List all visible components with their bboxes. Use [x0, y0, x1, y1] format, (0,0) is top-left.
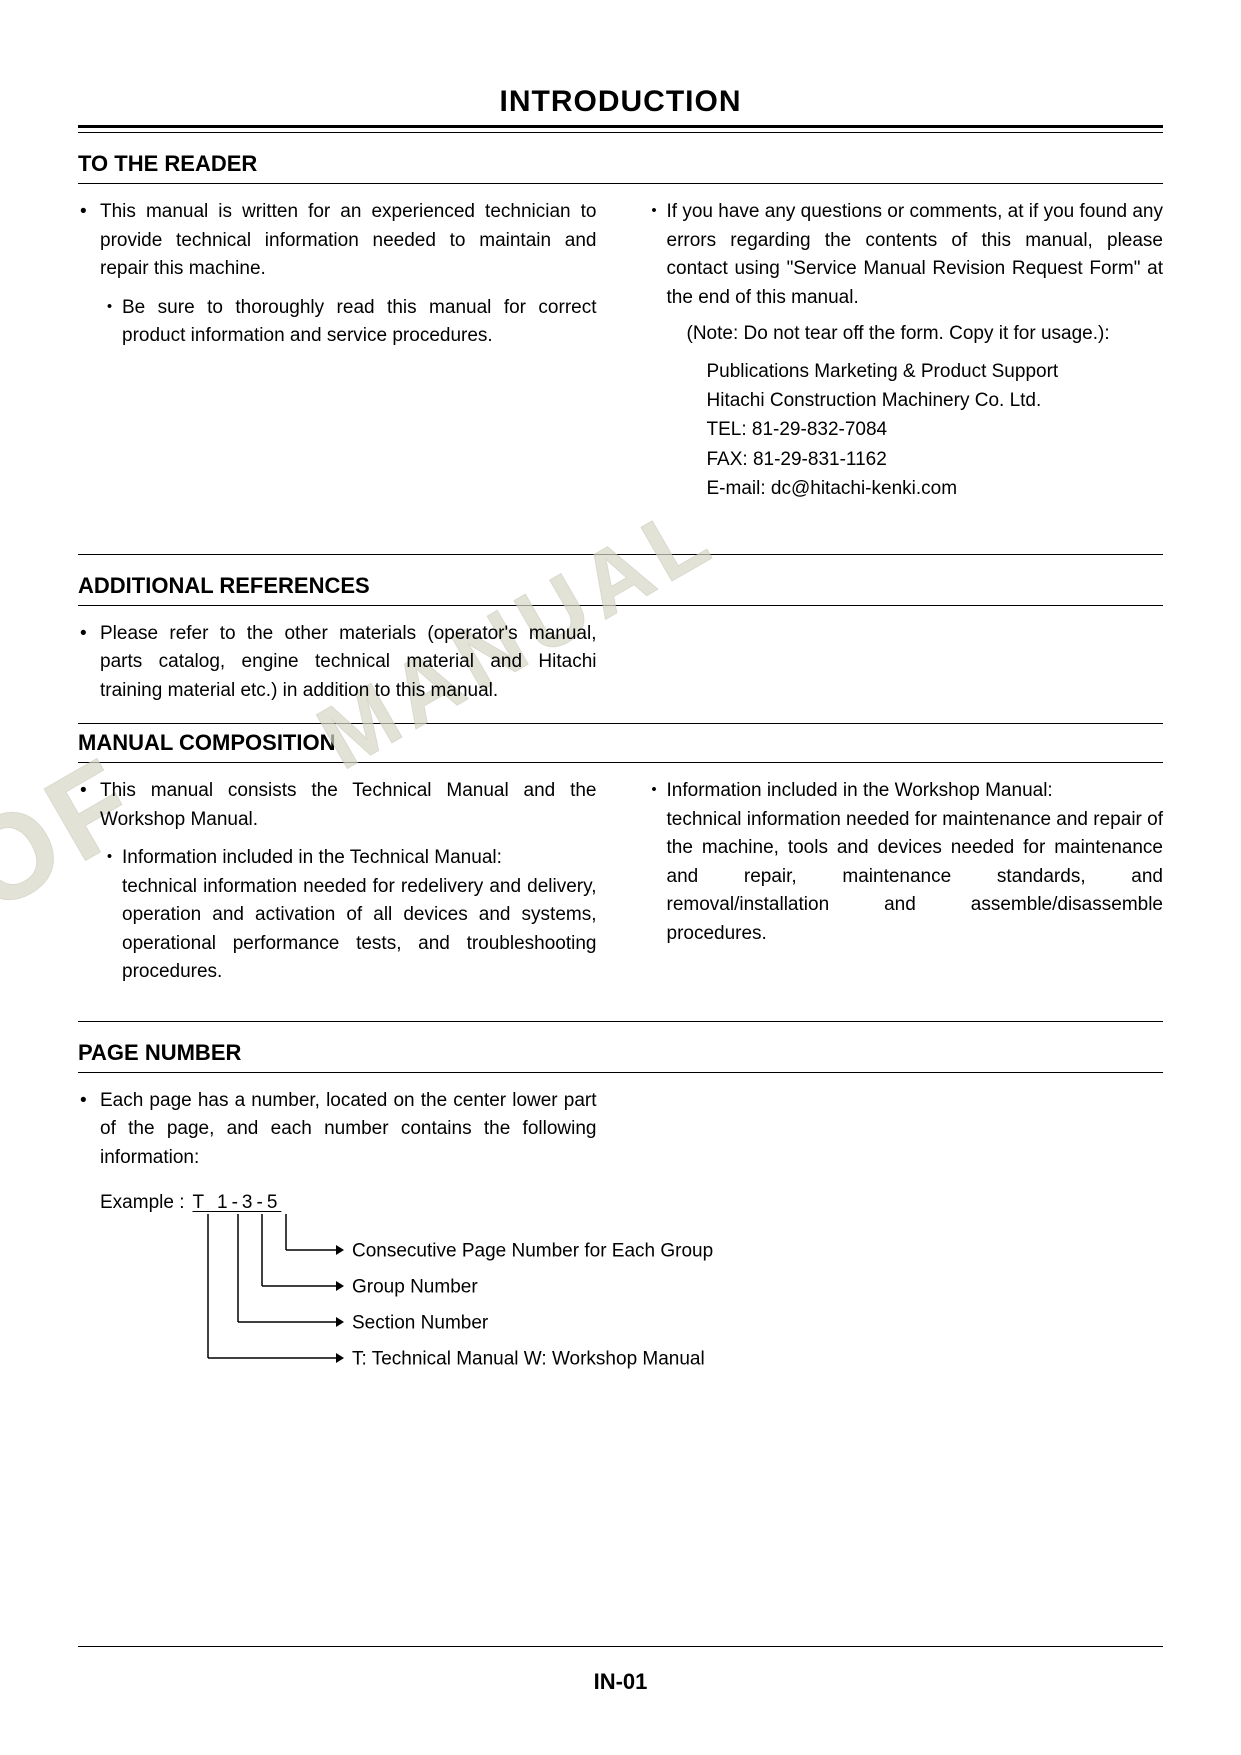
- comp-right: Information included in the Workshop Man…: [645, 777, 1164, 948]
- comp-left-col: This manual consists the Technical Manua…: [78, 777, 597, 987]
- example-label: Example :: [100, 1192, 184, 1214]
- contact-email: E-mail: dc@hitachi-kenki.com: [707, 474, 1164, 503]
- refs-columns: Please refer to the other materials (ope…: [78, 620, 1163, 714]
- contact-org2: Hitachi Construction Machinery Co. Ltd.: [707, 386, 1164, 415]
- heading-page-number: PAGE NUMBER: [78, 1040, 1163, 1073]
- reader-left-sub: Be sure to thoroughly read this manual f…: [78, 294, 597, 351]
- reader-right-bullet: If you have any questions or comments, a…: [645, 198, 1164, 312]
- reader-columns: This manual is written for an experience…: [78, 198, 1163, 504]
- reader-right-col: If you have any questions or comments, a…: [645, 198, 1164, 504]
- comp-left-sub-body: technical information needed for redeliv…: [122, 873, 597, 987]
- title-rule-thick: [78, 125, 1163, 128]
- comp-left-bullet: This manual consists the Technical Manua…: [78, 777, 597, 834]
- reader-left-col: This manual is written for an experience…: [78, 198, 597, 504]
- page-number-diagram: Consecutive Page Number for Each Group Gr…: [198, 1214, 758, 1384]
- contact-block: Publications Marketing & Product Support…: [645, 357, 1164, 504]
- pagenum-columns: Each page has a number, located on the c…: [78, 1087, 1163, 1181]
- pagenum-right-col-empty: [645, 1087, 1164, 1181]
- footer-rule: [78, 1646, 1163, 1647]
- contact-tel: TEL: 81-29-832-7084: [707, 415, 1164, 444]
- refs-right-col-empty: [645, 620, 1164, 714]
- refs-left-col: Please refer to the other materials (ope…: [78, 620, 597, 714]
- page-number: IN-01: [0, 1669, 1241, 1695]
- separator-after-comp: [78, 1021, 1163, 1022]
- example-code: T 1-3-5: [192, 1192, 281, 1214]
- comp-columns: This manual consists the Technical Manua…: [78, 777, 1163, 987]
- page-title-block: INTRODUCTION: [78, 85, 1163, 119]
- diagram-label: T: Technical Manual W: Workshop Manual: [352, 1349, 705, 1370]
- reader-right-note: (Note: Do not tear off the form. Copy it…: [645, 320, 1164, 349]
- separator-after-refs: [78, 723, 1163, 724]
- contact-fax: FAX: 81-29-831-1162: [707, 445, 1164, 474]
- comp-right-title: Information included in the Workshop Man…: [667, 780, 1053, 801]
- title-rule-thin: [78, 132, 1163, 133]
- heading-additional-references: ADDITIONAL REFERENCES: [78, 573, 1163, 606]
- diagram-label: Section Number: [352, 1313, 489, 1334]
- example-row: Example : T 1-3-5: [78, 1192, 1163, 1214]
- comp-right-col: Information included in the Workshop Man…: [645, 777, 1164, 987]
- heading-manual-composition: MANUAL COMPOSITION: [78, 730, 1163, 763]
- separator-after-reader: [78, 554, 1163, 555]
- refs-bullet: Please refer to the other materials (ope…: [78, 620, 597, 706]
- comp-left-sub-title: Information included in the Technical Ma…: [122, 847, 502, 868]
- heading-to-the-reader: TO THE READER: [78, 151, 1163, 184]
- comp-left-sub: Information included in the Technical Ma…: [78, 844, 597, 987]
- comp-right-body: technical information needed for mainten…: [667, 806, 1164, 949]
- pagenum-bullet: Each page has a number, located on the c…: [78, 1087, 597, 1173]
- contact-org1: Publications Marketing & Product Support: [707, 357, 1164, 386]
- reader-left-bullet: This manual is written for an experience…: [78, 198, 597, 284]
- page-title: INTRODUCTION: [500, 85, 742, 119]
- pagenum-left-col: Each page has a number, located on the c…: [78, 1087, 597, 1181]
- diagram-label: Group Number: [352, 1277, 478, 1298]
- diagram-svg: Consecutive Page Number for Each Group Gr…: [198, 1214, 938, 1384]
- diagram-label: Consecutive Page Number for Each Group: [352, 1241, 713, 1262]
